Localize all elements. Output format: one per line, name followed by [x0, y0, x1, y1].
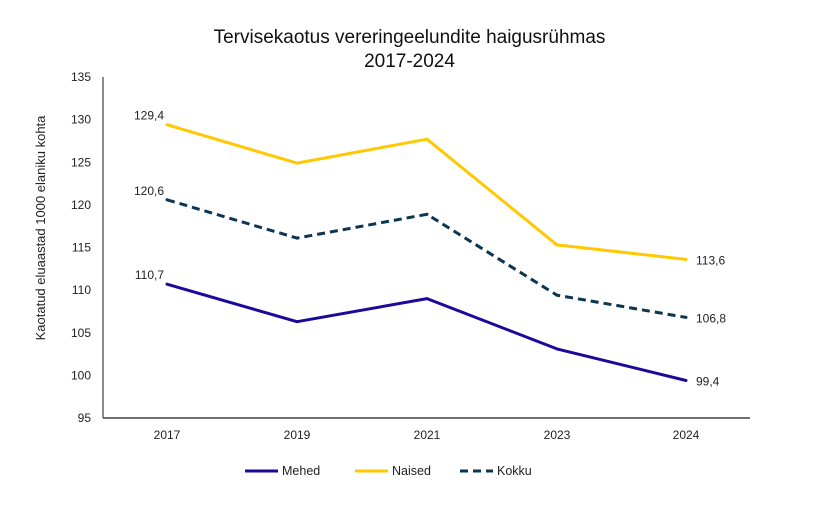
data-label: 110,7 — [135, 268, 164, 282]
chart-title-line1: Tervisekaotus vereringeelundite haigusrü… — [213, 27, 606, 48]
data-point-naised — [295, 161, 299, 165]
x-tick-label: 2019 — [284, 428, 311, 442]
data-point-mehed — [295, 320, 299, 324]
data-label: 113,6 — [696, 253, 725, 267]
y-tick-label: 120 — [71, 198, 91, 212]
y-tick-label: 100 — [71, 368, 91, 382]
data-point-mehed — [425, 297, 429, 301]
y-axis-label: Kaotatud eluaastad 1000 elaniku kohta — [33, 115, 48, 341]
data-label: 106,8 — [696, 311, 726, 325]
y-tick-label: 135 — [71, 70, 91, 84]
legend-label: Mehed — [282, 464, 320, 478]
y-tick-label: 105 — [71, 326, 91, 340]
legend-label: Kokku — [497, 464, 532, 478]
y-tick-label: 115 — [72, 241, 91, 255]
data-point-mehed — [684, 378, 688, 382]
y-tick-label: 110 — [72, 283, 91, 297]
data-point-mehed — [165, 282, 169, 286]
x-tick-label: 2021 — [414, 428, 441, 442]
y-tick-label: 125 — [71, 155, 91, 169]
chart-title-line2: 2017-2024 — [364, 51, 455, 72]
data-point-naised — [555, 243, 559, 247]
data-point-kokku — [295, 236, 299, 240]
data-point-naised — [425, 137, 429, 141]
series-line-naised — [166, 123, 687, 261]
data-label: 120,6 — [134, 184, 164, 198]
legend-label: Naised — [392, 464, 431, 478]
x-tick-label: 2017 — [154, 428, 181, 442]
y-tick-label: 95 — [78, 411, 92, 425]
chart-title: Tervisekaotus vereringeelundite haigusrü… — [0, 26, 819, 74]
data-point-kokku — [425, 212, 429, 216]
data-label: 129,4 — [134, 109, 164, 123]
data-label: 99,4 — [696, 374, 720, 388]
x-tick-label: 2023 — [544, 428, 571, 442]
y-tick-label: 130 — [71, 113, 91, 127]
data-point-naised — [165, 123, 169, 127]
data-point-kokku — [684, 315, 688, 319]
data-point-mehed — [555, 347, 559, 351]
data-point-kokku — [165, 198, 169, 202]
x-tick-label: 2024 — [673, 428, 700, 442]
data-point-kokku — [555, 293, 559, 297]
data-point-naised — [684, 257, 688, 261]
